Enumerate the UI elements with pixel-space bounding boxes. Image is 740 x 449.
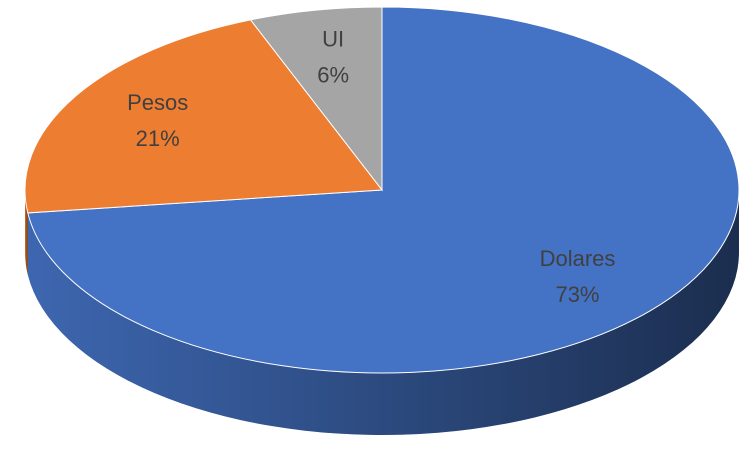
slice-side-shade [27, 190, 739, 436]
slice-value-label: 21% [136, 126, 180, 151]
slice [249, 6, 383, 192]
slice [27, 6, 740, 374]
slice-label: UI [322, 27, 344, 52]
slice-value-label: 73% [555, 282, 599, 307]
slice-label: Dolares [540, 246, 616, 271]
slice-label: Pesos [127, 90, 188, 115]
slice [24, 19, 383, 214]
slice-value-label: 6% [317, 63, 349, 88]
